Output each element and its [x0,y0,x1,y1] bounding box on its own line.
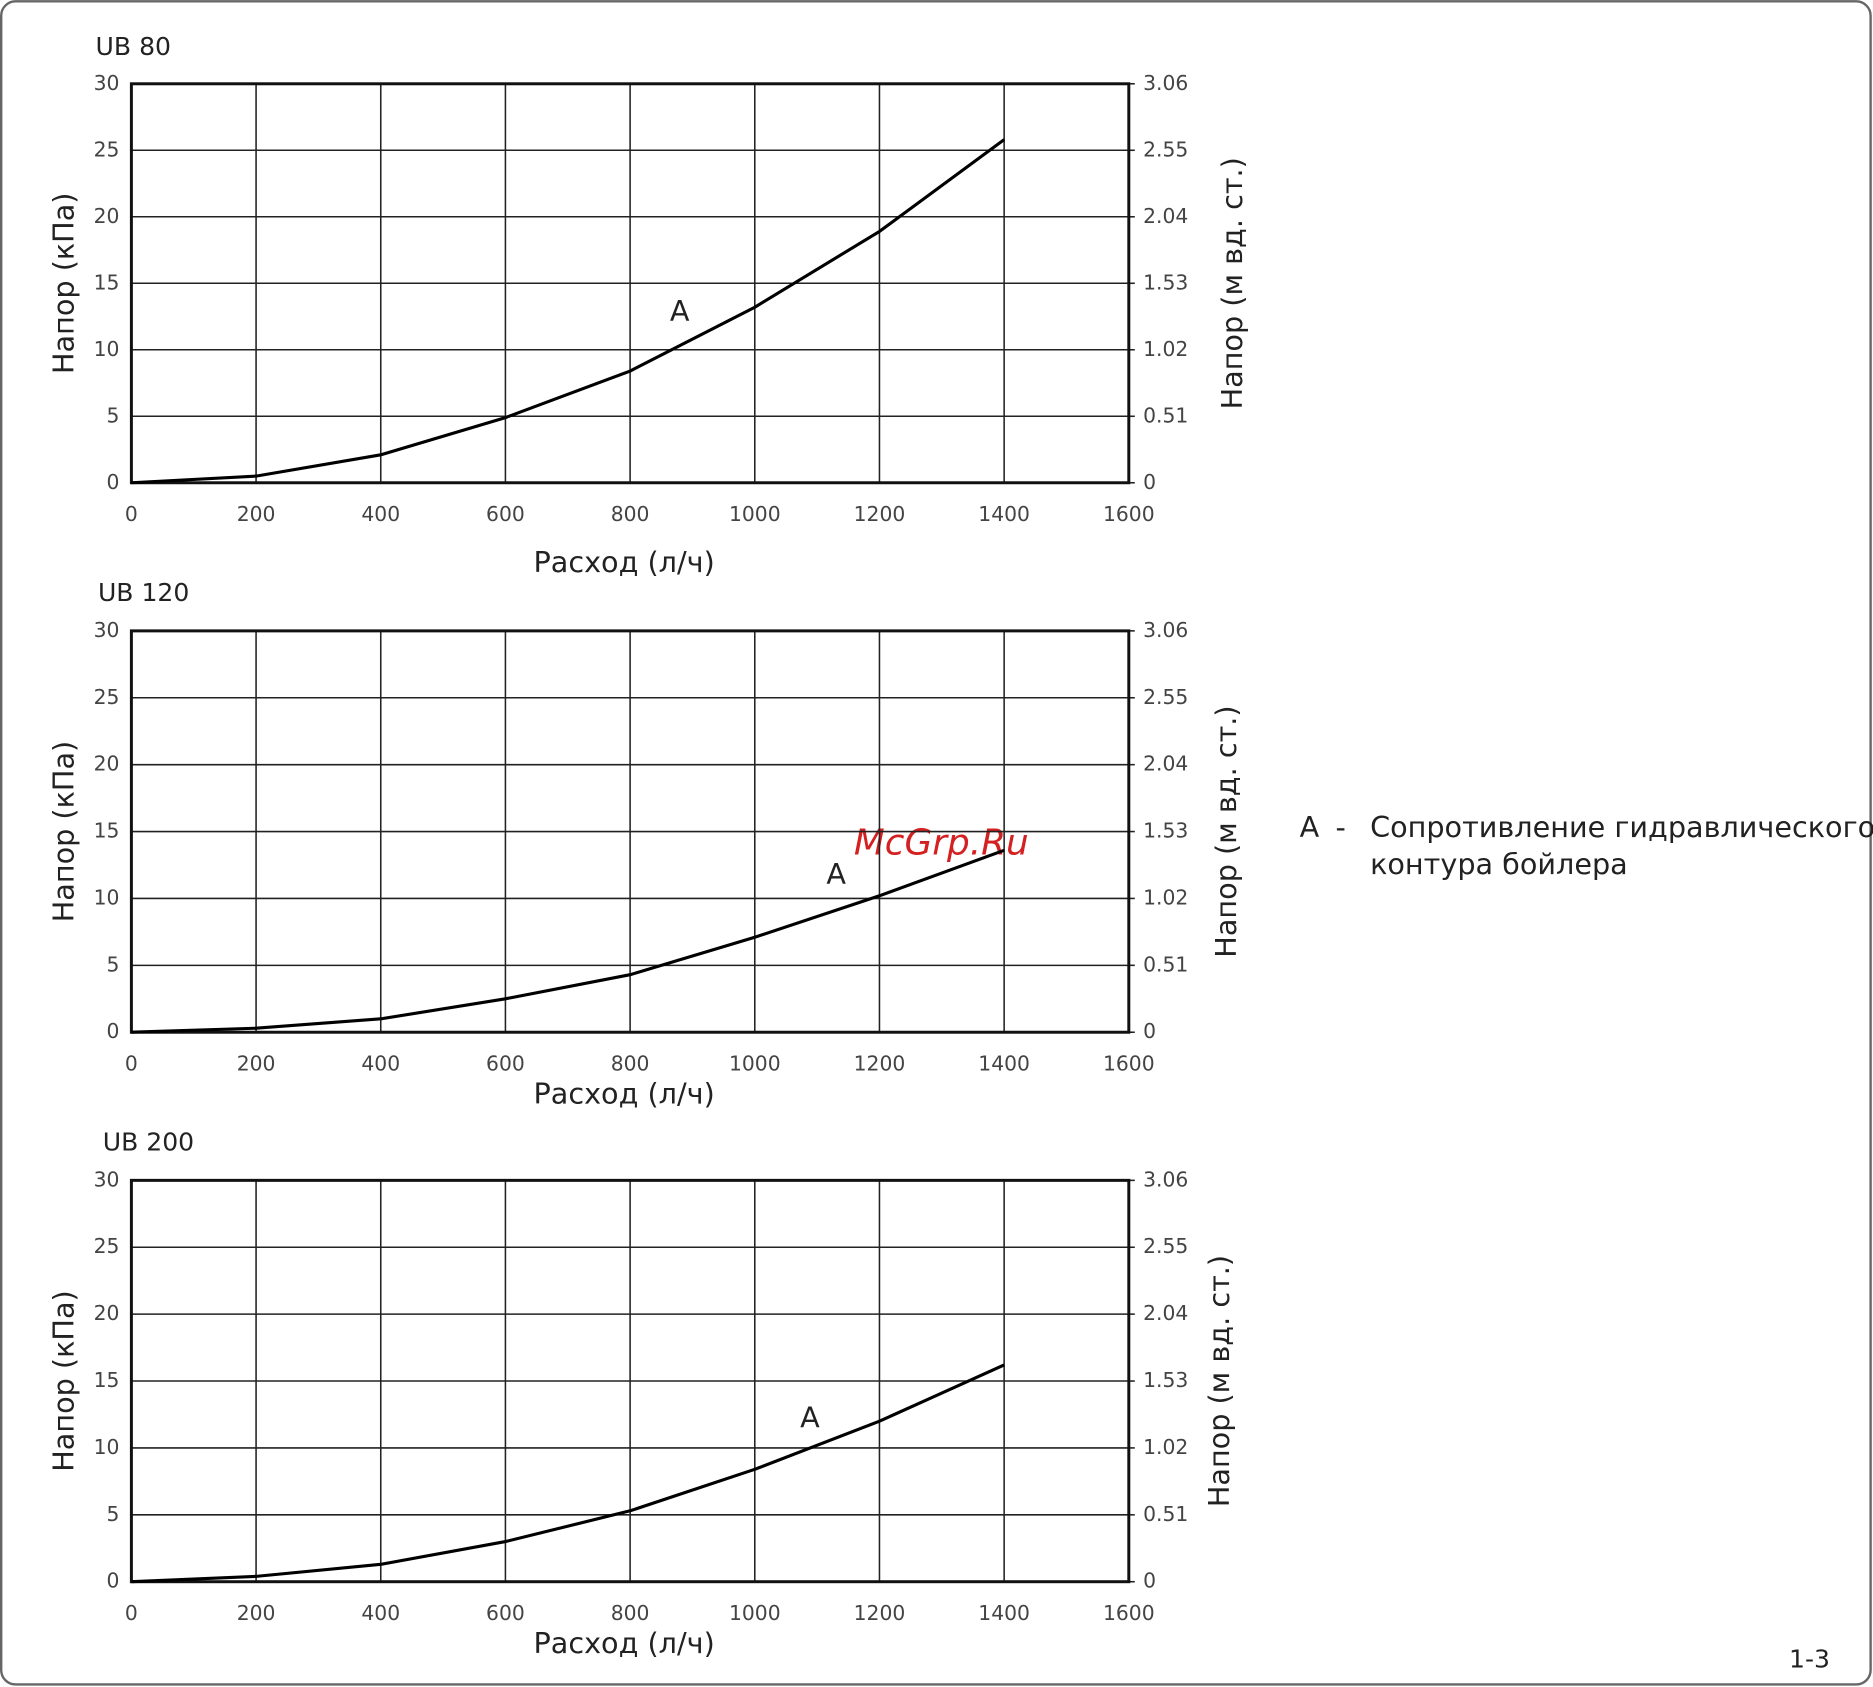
plot-frame [129,82,1131,485]
y2-tick-label: 2.04 [1143,1301,1188,1325]
x-tick-label: 0 [125,502,138,526]
x-tick-label: 800 [611,1601,650,1625]
y-axis-label: Напор (кПа) [47,741,81,922]
y-tick-label: 25 [94,685,120,709]
y-tick-label: 10 [94,1435,120,1459]
y-tick-label: 15 [94,1368,120,1392]
x-tick-label: 600 [486,502,525,526]
x-tick-label: 600 [486,1051,525,1075]
x-axis-label: Расход (л/ч) [533,1077,714,1111]
y2-tick-label: 2.04 [1143,204,1188,228]
y-tick-label: 10 [94,337,120,361]
y-tick-label: 0 [107,1569,120,1593]
legend-key: A [1300,810,1320,844]
y-tick-label: 15 [94,270,120,294]
y2-tick-label: 3.06 [1143,71,1188,95]
y-tick-label: 30 [94,1167,120,1191]
legend-text: контура бойлера [1370,847,1628,881]
x-tick-label: 1600 [1103,1601,1155,1625]
y2-tick-label: 3.06 [1143,618,1188,642]
y-tick-label: 20 [94,752,120,776]
x-tick-label: 1600 [1103,1051,1155,1075]
x-tick-label: 1200 [854,1601,906,1625]
curve-annotation: A [826,857,846,891]
data-line [131,848,1005,1034]
x-tick-label: 1000 [729,1601,781,1625]
y2-tick-label: 1.53 [1143,819,1188,843]
y2-tick-label: 3.06 [1143,1167,1188,1191]
chart-title: UB 80 [96,32,171,61]
x-tick-label: 0 [125,1601,138,1625]
y2-tick-label: 2.55 [1143,685,1188,709]
x-tick-label: 400 [361,502,400,526]
y2-axis-label: Напор (м вд. ст.) [1202,1255,1236,1507]
x-axis-label: Расход (л/ч) [533,1626,714,1660]
plot-frame [129,1178,1131,1584]
y-tick-label: 30 [94,618,120,642]
y-tick-label: 5 [107,952,120,976]
y2-tick-label: 2.55 [1143,137,1188,161]
plot-frame [129,629,1131,1034]
watermark: McGrp.Ru [854,823,1029,864]
y2-tick-label: 1.02 [1143,337,1188,361]
x-tick-label: 1200 [854,1051,906,1075]
x-tick-label: 1400 [978,502,1030,526]
y-tick-label: 20 [94,204,120,228]
y2-tick-label: 1.53 [1143,1368,1188,1392]
y-tick-label: 0 [107,1019,120,1043]
x-tick-label: 200 [237,1601,276,1625]
x-tick-label: 800 [611,502,650,526]
y-tick-label: 25 [94,1234,120,1258]
y2-tick-label: 0 [1143,1019,1156,1043]
x-tick-label: 0 [125,1051,138,1075]
y2-tick-label: 0 [1143,1569,1156,1593]
y-tick-label: 25 [94,137,120,161]
legend-text: Сопротивление гидравлического [1370,810,1873,844]
x-tick-label: 600 [486,1601,525,1625]
x-tick-label: 1000 [729,502,781,526]
x-tick-label: 800 [611,1051,650,1075]
y2-tick-label: 0 [1143,470,1156,494]
curve-annotation: A [670,294,690,328]
x-tick-label: 1000 [729,1051,781,1075]
x-tick-label: 1600 [1103,502,1155,526]
y-tick-label: 0 [107,470,120,494]
y2-tick-label: 1.02 [1143,1435,1188,1459]
y-tick-label: 10 [94,885,120,909]
chart-title: UB 120 [98,578,189,607]
x-tick-label: 1400 [978,1051,1030,1075]
y2-axis-label: Напор (м вд. ст.) [1209,705,1243,957]
y2-tick-label: 0.51 [1143,403,1188,427]
page-number: 1-3 [1789,1645,1830,1674]
y2-tick-label: 1.53 [1143,270,1188,294]
x-axis-label: Расход (л/ч) [533,545,714,579]
y-tick-label: 20 [94,1301,120,1325]
curve-annotation: A [800,1400,820,1434]
y2-axis-label: Напор (м вд. ст.) [1215,157,1249,409]
x-tick-label: 400 [361,1601,400,1625]
chart-title: UB 200 [103,1127,194,1156]
legend-dash: - [1335,810,1345,844]
y-tick-label: 15 [94,819,120,843]
x-tick-label: 200 [237,502,276,526]
y2-tick-label: 0.51 [1143,952,1188,976]
y2-tick-label: 2.04 [1143,752,1188,776]
data-line [131,138,1006,485]
y-tick-label: 5 [107,403,120,427]
x-tick-label: 400 [361,1051,400,1075]
y-axis-label: Напор (кПа) [47,1290,81,1471]
y2-tick-label: 2.55 [1143,1234,1188,1258]
y-tick-label: 30 [94,71,120,95]
y2-tick-label: 1.02 [1143,885,1188,909]
x-tick-label: 1200 [854,502,906,526]
y-axis-label: Напор (кПа) [47,193,81,374]
x-tick-label: 200 [237,1051,276,1075]
x-tick-label: 1400 [978,1601,1030,1625]
data-line [131,1363,1005,1584]
y2-tick-label: 0.51 [1143,1502,1188,1526]
y-tick-label: 5 [107,1502,120,1526]
